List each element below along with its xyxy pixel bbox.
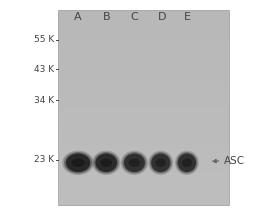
Bar — [58, 127, 229, 133]
Bar — [58, 68, 229, 75]
Ellipse shape — [66, 154, 90, 172]
Ellipse shape — [178, 154, 196, 172]
Ellipse shape — [94, 152, 119, 174]
Bar — [58, 107, 229, 114]
Ellipse shape — [150, 152, 172, 174]
Bar — [58, 192, 229, 198]
Bar — [58, 42, 229, 49]
Bar — [58, 120, 229, 127]
Bar — [58, 88, 229, 94]
Ellipse shape — [151, 154, 170, 172]
Ellipse shape — [71, 159, 85, 167]
Bar — [58, 179, 229, 185]
Text: 55 K: 55 K — [34, 35, 54, 44]
Bar — [58, 185, 229, 192]
Bar — [58, 166, 229, 172]
Text: 34 K: 34 K — [34, 96, 54, 104]
Ellipse shape — [148, 151, 173, 175]
Bar — [58, 198, 229, 205]
Bar — [58, 75, 229, 81]
Bar — [58, 140, 229, 146]
Ellipse shape — [92, 151, 120, 175]
Bar — [58, 36, 229, 42]
Ellipse shape — [176, 152, 197, 174]
Bar — [58, 172, 229, 179]
Bar — [58, 146, 229, 153]
Bar — [58, 10, 229, 205]
Bar — [58, 29, 229, 36]
Text: E: E — [183, 12, 190, 22]
Text: ASC: ASC — [224, 156, 245, 166]
Ellipse shape — [129, 159, 140, 167]
Text: B: B — [102, 12, 110, 22]
Ellipse shape — [124, 154, 145, 172]
Text: D: D — [158, 12, 167, 22]
Text: C: C — [131, 12, 138, 22]
Ellipse shape — [121, 151, 148, 175]
Bar — [58, 62, 229, 68]
Ellipse shape — [155, 159, 166, 167]
Bar — [58, 81, 229, 88]
Bar — [58, 55, 229, 62]
Ellipse shape — [100, 159, 112, 167]
Text: A: A — [74, 12, 82, 22]
Bar — [58, 101, 229, 107]
Text: 43 K: 43 K — [34, 65, 54, 74]
Ellipse shape — [175, 151, 199, 175]
Bar — [58, 114, 229, 120]
Bar — [58, 10, 229, 16]
Text: 23 K: 23 K — [34, 155, 54, 164]
Bar — [58, 133, 229, 140]
Bar — [58, 159, 229, 166]
Ellipse shape — [95, 154, 117, 172]
Bar — [58, 153, 229, 159]
Bar — [58, 16, 229, 23]
Bar — [58, 49, 229, 55]
Bar — [58, 94, 229, 101]
Ellipse shape — [62, 151, 94, 175]
Ellipse shape — [64, 152, 92, 174]
Ellipse shape — [182, 159, 192, 167]
Bar — [58, 23, 229, 29]
Ellipse shape — [122, 152, 146, 174]
